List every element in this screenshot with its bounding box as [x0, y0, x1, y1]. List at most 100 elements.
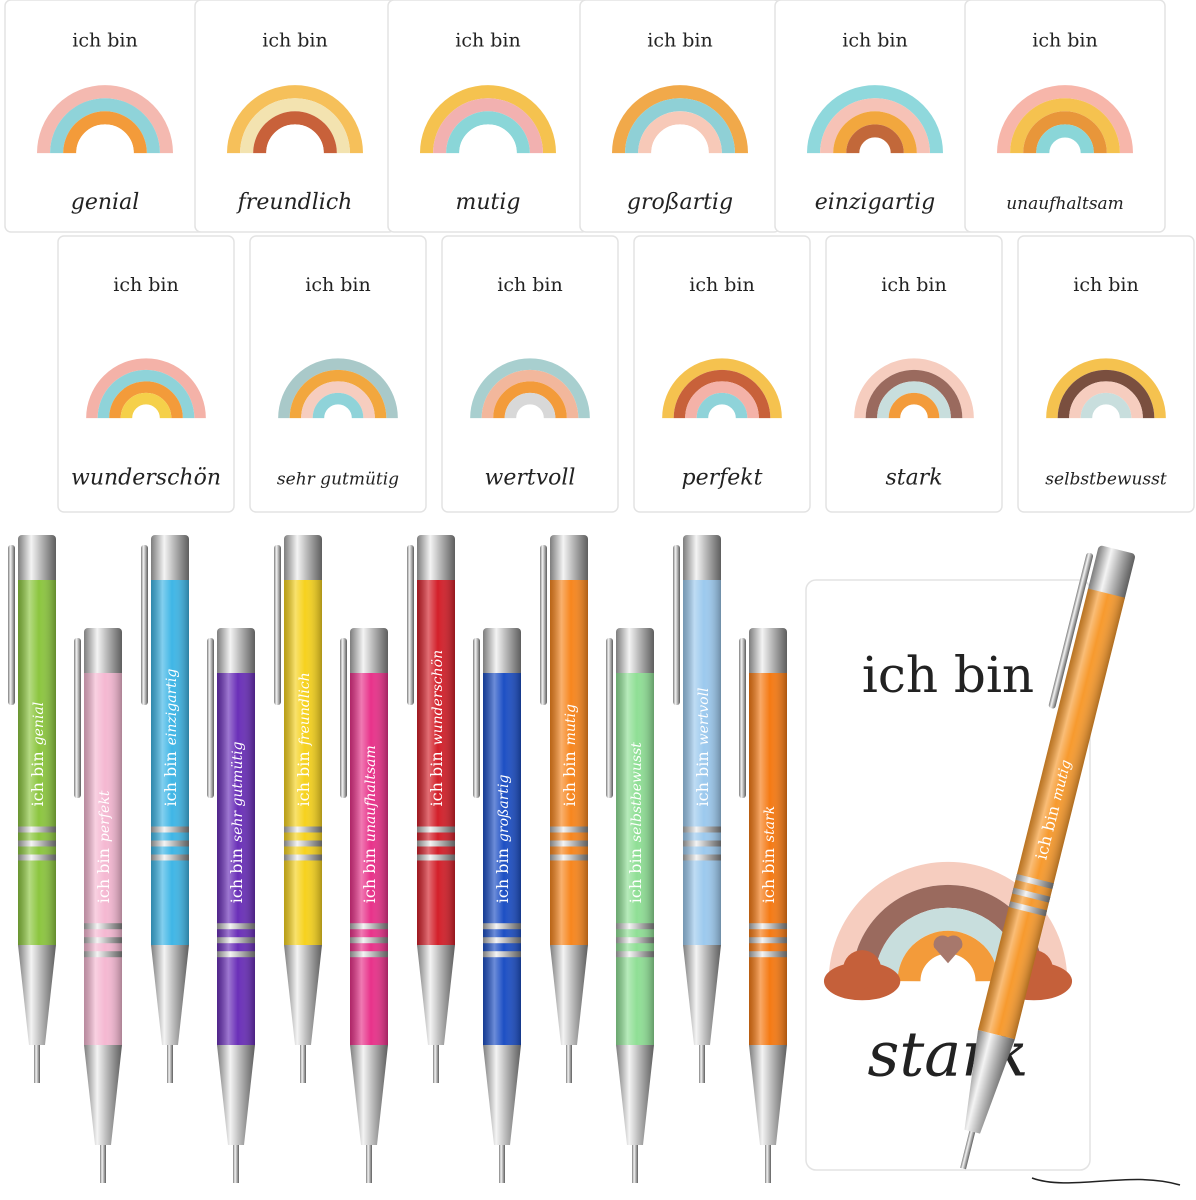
pen-ring — [550, 826, 588, 833]
pen-clip — [340, 638, 347, 798]
pen-tip — [765, 1145, 771, 1183]
notebook-word: stark — [885, 465, 942, 490]
pen-tip — [366, 1145, 372, 1183]
pen-cap — [616, 628, 654, 678]
pen-cone — [417, 945, 455, 1045]
rainbow-arc — [50, 98, 160, 154]
notebook: ich bin unaufhaltsam — [964, 0, 1166, 233]
rainbow-arc — [120, 392, 172, 419]
notebook: ich bin genial — [4, 0, 206, 233]
pen-body-shade — [550, 580, 588, 945]
notebook: ich bin freundlich — [194, 0, 396, 233]
pen-print: ich bin wunderschön — [427, 650, 446, 807]
pen-print: ich bin einzigartig — [161, 669, 180, 807]
pen-word: wunderschön — [430, 650, 446, 745]
rainbow-arc — [253, 111, 337, 154]
notebook: ich bin stark — [825, 235, 1003, 513]
notebook-word: perfekt — [682, 465, 763, 490]
rainbow-arc — [888, 392, 940, 419]
notebook-word: mutig — [456, 190, 521, 215]
pen-ring — [616, 923, 654, 930]
pen-ring — [683, 854, 721, 861]
pen-prefix: ich bin — [427, 751, 446, 806]
pen-word: genial — [31, 702, 47, 746]
pen-cone — [350, 1045, 388, 1145]
pen-word: großartig — [496, 774, 512, 842]
pen-body-shade — [350, 673, 388, 1045]
pen-ring — [616, 951, 654, 958]
pen-ring — [1008, 901, 1048, 917]
rainbow-arc — [419, 85, 557, 154]
pen-clip — [8, 545, 15, 705]
pen-ring — [284, 840, 322, 847]
pen-ring — [217, 937, 255, 944]
pen-ring — [683, 826, 721, 833]
pen: ich bin unaufhaltsam — [340, 628, 388, 1183]
pen-ring — [84, 923, 122, 930]
pen-word: unaufhaltsam — [363, 745, 379, 842]
pen-tip — [433, 1045, 439, 1083]
pen-body-shade — [483, 673, 521, 1045]
pen: ich bin wertvoll — [673, 535, 721, 1083]
pen-cone — [550, 945, 588, 1045]
pen-cap — [84, 628, 122, 678]
ink-line — [1031, 1177, 1181, 1186]
rainbow-arc — [226, 85, 364, 154]
pen: ich bin wunderschön — [407, 535, 455, 1083]
pen-tip — [34, 1045, 40, 1083]
pen-cone — [483, 1045, 521, 1145]
rainbow-arc — [1057, 369, 1155, 419]
rainbow-arc — [806, 85, 944, 154]
pen-ring — [616, 937, 654, 944]
pen-print: ich bin genial — [28, 702, 47, 807]
notebook-header: ich bin — [455, 29, 520, 51]
pen-tip — [167, 1045, 173, 1083]
pen-prefix: ich bin — [360, 848, 379, 903]
notebook: ich bin sehr gutmütig — [249, 235, 427, 513]
pen-ring — [284, 854, 322, 861]
pen-tip — [960, 1130, 976, 1170]
pen-ring — [749, 937, 787, 944]
pen-ring — [483, 937, 521, 944]
notebook-word: großartig — [627, 190, 733, 215]
pen-tip — [632, 1145, 638, 1183]
pen-clip — [407, 545, 414, 705]
pen-ring — [550, 854, 588, 861]
pen-cap — [417, 535, 455, 585]
pen-ring — [217, 951, 255, 958]
pen-prefix: ich bin — [94, 848, 113, 903]
rainbow-arc — [1036, 124, 1094, 154]
pen: ich bin großartig — [473, 628, 521, 1183]
rainbow-arc — [37, 85, 174, 154]
pen-cap — [749, 628, 787, 678]
rainbow-arc — [611, 85, 749, 154]
rainbow-arc — [846, 124, 904, 154]
pen-tip — [499, 1145, 505, 1183]
pen-cone — [151, 945, 189, 1045]
notebook: ich bin einzigartig — [774, 0, 976, 233]
pen-prefix: ich bin — [560, 751, 579, 806]
pen-clip — [739, 638, 746, 798]
pen: ich bin einzigartig — [141, 535, 189, 1083]
rainbow-arc — [854, 358, 974, 419]
cloud — [843, 950, 882, 989]
pen-clip — [274, 545, 281, 705]
pen: ich bin stark — [739, 628, 787, 1183]
rainbow-arc — [433, 98, 543, 154]
pen-print: ich bin unaufhaltsam — [360, 745, 379, 903]
pen-ring — [749, 951, 787, 958]
pen-cone — [18, 945, 56, 1045]
rainbow-arc — [470, 358, 590, 419]
pen-body-shade — [683, 580, 721, 945]
rainbow-arc — [828, 862, 1068, 982]
rainbow-arc — [301, 381, 375, 419]
pen-cap — [217, 628, 255, 678]
notebook: ich bin mutig — [387, 0, 589, 233]
rainbow-arc — [685, 381, 759, 419]
pen: ich bin perfekt — [74, 628, 122, 1183]
notebook-header: ich bin — [881, 274, 946, 296]
pen-word: einzigartig — [164, 669, 180, 746]
pen-ring — [749, 923, 787, 930]
pen-word: mutig — [563, 704, 579, 745]
pen-ring — [18, 854, 56, 861]
